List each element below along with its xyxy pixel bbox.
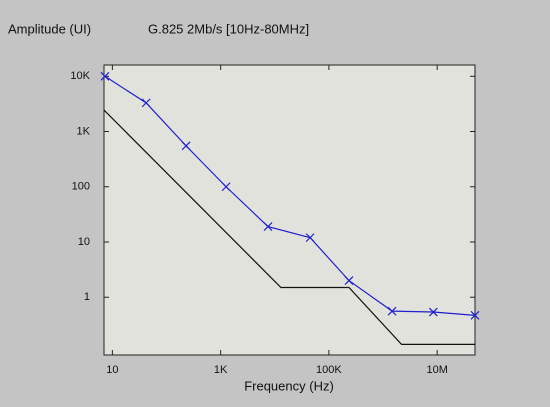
y-tick-label: 10K: [70, 70, 90, 82]
point-marker: [141, 98, 151, 108]
point-marker: [263, 222, 273, 232]
point-marker: [344, 276, 354, 286]
y-tick-label: 1K: [77, 125, 91, 137]
point-marker: [428, 307, 438, 317]
plot-area: [103, 64, 476, 356]
x-tick-label: 100K: [316, 364, 342, 376]
series-line: [103, 109, 475, 346]
y-tick-label: 100: [72, 181, 90, 193]
point-marker: [100, 71, 110, 81]
x-tick-label: 1K: [214, 364, 228, 376]
x-tick-label: 10M: [426, 364, 447, 376]
series-line: [104, 75, 476, 316]
y-tick-label: 1: [84, 291, 90, 303]
y-axis-label: Amplitude (UI): [8, 21, 91, 36]
x-tick-label: 10: [106, 364, 118, 376]
point-marker: [470, 310, 480, 320]
point-marker: [305, 233, 315, 243]
point-marker: [221, 182, 231, 192]
y-tick-label: 10: [78, 236, 90, 248]
point-marker: [181, 141, 191, 151]
chart-title: G.825 2Mb/s [10Hz-80MHz]: [148, 21, 309, 36]
point-marker: [387, 306, 397, 316]
x-axis-label: Frequency (Hz): [244, 378, 334, 393]
